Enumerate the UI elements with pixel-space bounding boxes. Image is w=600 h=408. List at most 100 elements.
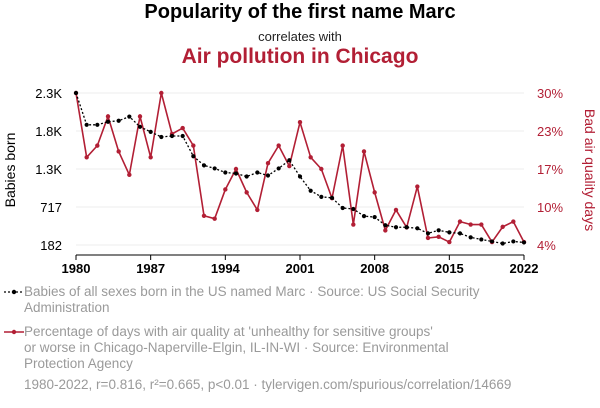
data-point-air xyxy=(468,222,473,227)
data-point-marc xyxy=(383,223,388,228)
right-tick-label: 4% xyxy=(537,238,556,253)
right-tick-label: 23% xyxy=(537,124,563,139)
data-point-air xyxy=(361,149,367,154)
data-point-marc xyxy=(180,133,185,139)
data-point-air xyxy=(393,207,399,213)
data-point-air xyxy=(436,234,441,240)
data-point-marc xyxy=(105,119,111,124)
series-line-marc xyxy=(75,92,525,245)
data-point-air xyxy=(116,149,121,154)
data-point-marc xyxy=(95,122,100,127)
data-point-air xyxy=(340,143,345,148)
data-point-marc xyxy=(84,122,89,127)
data-point-air xyxy=(255,207,260,213)
left-axis-label: Babies born xyxy=(2,133,18,208)
series-line-air xyxy=(75,92,525,243)
data-point-marc xyxy=(447,230,452,235)
left-tick-label: 182 xyxy=(40,238,62,253)
data-point-marc xyxy=(244,174,249,179)
data-point-air xyxy=(511,219,516,224)
data-point-air xyxy=(479,222,484,227)
data-point-marc xyxy=(340,205,345,211)
data-point-air xyxy=(500,224,505,230)
data-point-air xyxy=(127,172,132,178)
legend-marker-solid-icon xyxy=(4,329,24,335)
grid-lines xyxy=(76,92,524,246)
data-point-marc xyxy=(329,195,335,200)
data-point-air xyxy=(372,190,377,195)
data-point-marc xyxy=(436,228,441,233)
data-point-air xyxy=(351,222,356,227)
data-point-marc xyxy=(351,206,356,212)
data-point-marc xyxy=(148,129,153,134)
data-point-air xyxy=(457,219,463,224)
x-tick-label: 2008 xyxy=(360,261,389,276)
data-point-marc xyxy=(73,90,79,96)
legend-text-air: Percentage of days with air quality at '… xyxy=(24,324,449,371)
data-point-marc xyxy=(308,188,313,193)
data-point-air xyxy=(148,155,153,160)
right-axis-label: Bad air quality days xyxy=(582,109,598,231)
data-point-marc xyxy=(191,154,196,159)
data-point-marc xyxy=(511,239,516,244)
legend-text-marc: Babies of all sexes born in the US named… xyxy=(24,284,480,315)
data-point-air xyxy=(383,228,388,233)
data-point-marc xyxy=(468,235,473,240)
data-point-marc xyxy=(415,226,420,231)
data-point-marc xyxy=(319,194,324,199)
data-point-air xyxy=(244,190,249,195)
data-point-marc xyxy=(425,231,431,236)
left-tick-label: 1.8K xyxy=(35,124,62,139)
right-tick-label: 10% xyxy=(537,200,563,215)
x-tick-label: 1980 xyxy=(62,261,91,276)
right-y-axis: 4% 10% 17% 23% 30% xyxy=(537,86,563,253)
data-point-marc xyxy=(297,174,303,179)
footer-stats: 1980-2022, r=0.816, r²=0.665, p<0.01 · t… xyxy=(24,377,512,392)
data-point-marc xyxy=(521,240,527,245)
data-point-air xyxy=(287,163,292,169)
data-point-marc xyxy=(393,225,399,230)
data-point-marc xyxy=(361,213,367,219)
data-point-marc xyxy=(287,158,292,163)
series-marc-births xyxy=(73,90,527,246)
data-point-marc xyxy=(500,241,505,246)
data-point-air xyxy=(415,184,420,189)
data-point-marc xyxy=(233,171,239,176)
data-point-marc xyxy=(457,231,463,236)
data-point-air xyxy=(308,155,313,160)
data-point-marc xyxy=(159,134,164,140)
left-y-axis: 182 717 1.3K 1.8K 2.3K xyxy=(35,86,62,253)
data-point-marc xyxy=(265,173,271,178)
data-point-air xyxy=(319,166,324,172)
data-point-air xyxy=(105,114,111,119)
data-point-air xyxy=(201,213,207,218)
data-point-air xyxy=(297,120,303,125)
data-point-marc xyxy=(223,170,228,175)
left-tick-label: 1.3K xyxy=(35,162,62,177)
data-point-air xyxy=(223,187,228,192)
series-air-pollution xyxy=(73,90,527,245)
data-point-air xyxy=(265,160,271,166)
data-point-air xyxy=(191,143,196,148)
data-point-marc xyxy=(137,124,143,129)
data-point-air xyxy=(425,235,431,241)
x-tick-label: 1994 xyxy=(211,261,241,276)
data-point-air xyxy=(276,143,281,148)
data-point-marc xyxy=(276,166,281,171)
data-point-air xyxy=(95,143,100,148)
chart-subtitle: correlates with xyxy=(258,29,342,44)
data-point-air xyxy=(180,125,185,131)
data-point-marc xyxy=(404,225,409,230)
data-point-air xyxy=(447,239,452,245)
data-point-air xyxy=(233,166,239,172)
data-point-marc xyxy=(479,237,484,242)
data-point-marc xyxy=(255,170,260,175)
x-tick-label: 1987 xyxy=(136,261,165,276)
data-point-marc xyxy=(212,166,217,171)
left-tick-label: 2.3K xyxy=(35,86,62,101)
x-tick-label: 2015 xyxy=(435,261,464,276)
data-point-marc xyxy=(169,133,175,139)
right-tick-label: 30% xyxy=(537,86,563,101)
data-point-air xyxy=(137,114,143,119)
